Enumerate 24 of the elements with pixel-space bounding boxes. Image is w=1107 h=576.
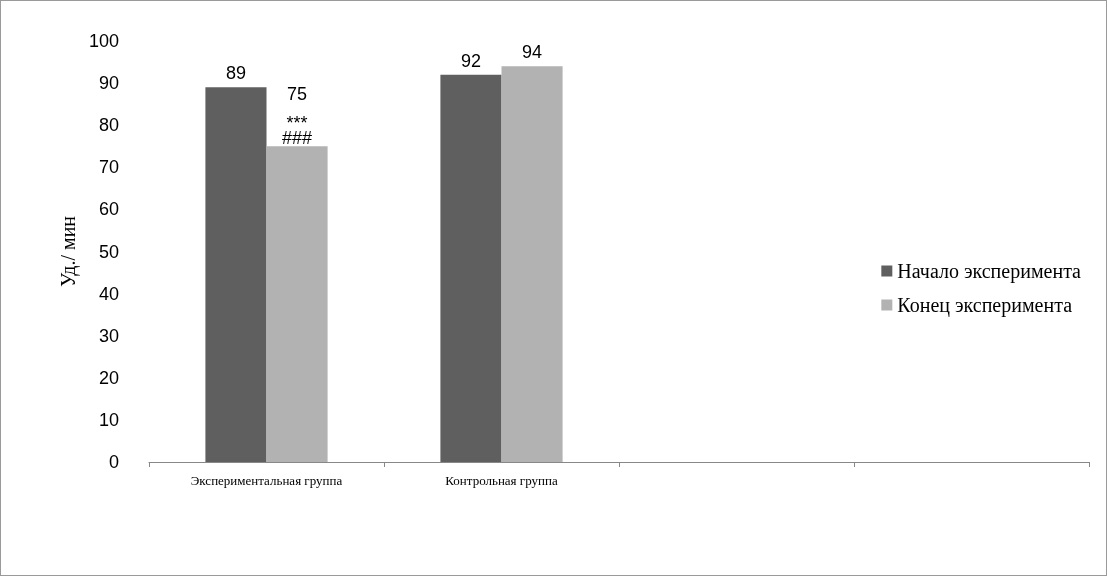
y-tick-label: 80 bbox=[98, 115, 119, 136]
bar bbox=[440, 74, 502, 462]
y-tick-label: 20 bbox=[98, 367, 119, 388]
y-tick-label: 50 bbox=[98, 241, 119, 262]
bar bbox=[501, 66, 563, 462]
data-label: 94 bbox=[522, 42, 543, 63]
y-tick-label: 30 bbox=[98, 325, 119, 346]
y-tick-label: 100 bbox=[88, 31, 119, 51]
x-tick-label: Контрольная группа bbox=[445, 473, 558, 488]
data-label: 89 bbox=[225, 63, 246, 84]
y-tick-label: 0 bbox=[108, 452, 119, 472]
bar bbox=[266, 146, 328, 462]
y-tick-label: 10 bbox=[98, 409, 119, 430]
bar bbox=[205, 87, 267, 462]
y-tick-label: 60 bbox=[98, 199, 119, 220]
y-tick-label: 70 bbox=[98, 157, 119, 178]
legend-label: Начало эксперимента bbox=[897, 260, 1082, 283]
data-label: 92 bbox=[460, 50, 481, 71]
y-tick-label: 40 bbox=[98, 283, 119, 304]
legend-label: Конец эксперимента bbox=[897, 294, 1073, 317]
x-tick-label: Экспериментальная группа bbox=[190, 473, 343, 488]
y-axis-title: Уд./ мин bbox=[57, 215, 81, 288]
data-label: 75 bbox=[287, 84, 308, 105]
y-tick-label: 90 bbox=[98, 73, 119, 94]
